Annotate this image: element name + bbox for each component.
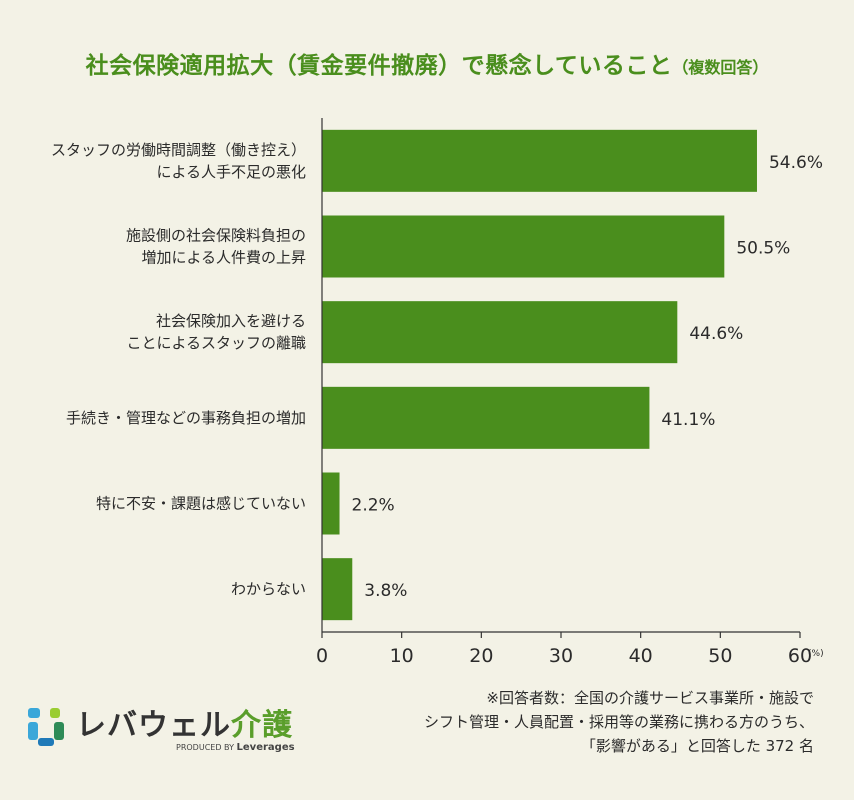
category-label-0-1: による人手不足の悪化 <box>156 163 306 181</box>
value-label-4: 2.2% <box>352 496 395 516</box>
footnote-line-2: シフト管理・人員配置・採用等の業務に携わる方のうち、 <box>423 713 814 731</box>
footnote-line-3: 「影響がある」と回答した 372 名 <box>580 737 814 755</box>
category-label-1-0: 施設側の社会保険料負担の <box>126 227 306 245</box>
bar-0 <box>322 129 757 192</box>
category-label-4-0: 特に不安・課題は感じていない <box>96 495 306 513</box>
bar-2 <box>322 301 678 364</box>
logo-name-accent: 介護 <box>231 708 293 743</box>
bar-5 <box>322 558 353 621</box>
category-label-0-0: スタッフの労働時間調整（働き控え） <box>51 141 306 159</box>
value-label-0: 54.6% <box>769 153 823 173</box>
bar-1 <box>322 215 725 278</box>
value-label-1: 50.5% <box>736 239 790 259</box>
logo-company: Leverages <box>236 742 295 753</box>
logo-produced-by-label: PRODUCED BY <box>176 743 234 752</box>
bar-4 <box>322 472 340 535</box>
logo-produced-by: PRODUCED BY Leverages <box>176 742 295 753</box>
value-label-5: 3.8% <box>364 581 407 601</box>
category-label-5-0: わからない <box>231 580 306 598</box>
value-label-2: 44.6% <box>689 324 743 344</box>
category-label-3-0: 手続き・管理などの事務負担の増加 <box>66 409 306 427</box>
chart-title: 社会保険適用拡大（賃金要件撤廃）で懸念していること（複数回答） <box>0 46 854 80</box>
category-label-2-1: ことによるスタッフの離職 <box>126 334 306 352</box>
bar-chart: 54.6% スタッフの労働時間調整（働き控え） による人手不足の悪化 50.5% 施設側… <box>51 118 824 667</box>
value-label-3: 41.1% <box>661 410 715 430</box>
logo-mark-icon <box>28 708 64 746</box>
logo-name-main: レバウェル <box>76 708 231 743</box>
x-tick-label-2: 20 <box>469 645 493 667</box>
category-label-2-0: 社会保険加入を避ける <box>156 312 306 330</box>
x-tick-label-0: 0 <box>316 645 328 667</box>
logo-name: レバウェル介護 <box>76 700 293 744</box>
category-label-1-1: 増加による人件費の上昇 <box>141 249 306 267</box>
x-tick-label-3: 30 <box>549 645 573 667</box>
footnote-line-1: ※回答者数：全国の介護サービス事業所・施設で <box>486 689 814 707</box>
brand-logo: レバウェル介護 PRODUCED BY Leverages <box>24 700 295 760</box>
x-tick-label-1: 10 <box>390 645 414 667</box>
chart-title-note: （複数回答） <box>672 58 769 77</box>
x-tick-label-5: 50 <box>708 645 732 667</box>
x-unit-label: (%) <box>808 649 824 659</box>
bar-3 <box>322 386 650 449</box>
chart-title-main: 社会保険適用拡大（賃金要件撤廃）で懸念していること <box>85 53 673 79</box>
footnote: ※回答者数：全国の介護サービス事業所・施設で シフト管理・人員配置・採用等の業務… <box>424 686 814 758</box>
x-tick-label-6: 60 <box>788 645 812 667</box>
x-tick-label-4: 40 <box>629 645 653 667</box>
